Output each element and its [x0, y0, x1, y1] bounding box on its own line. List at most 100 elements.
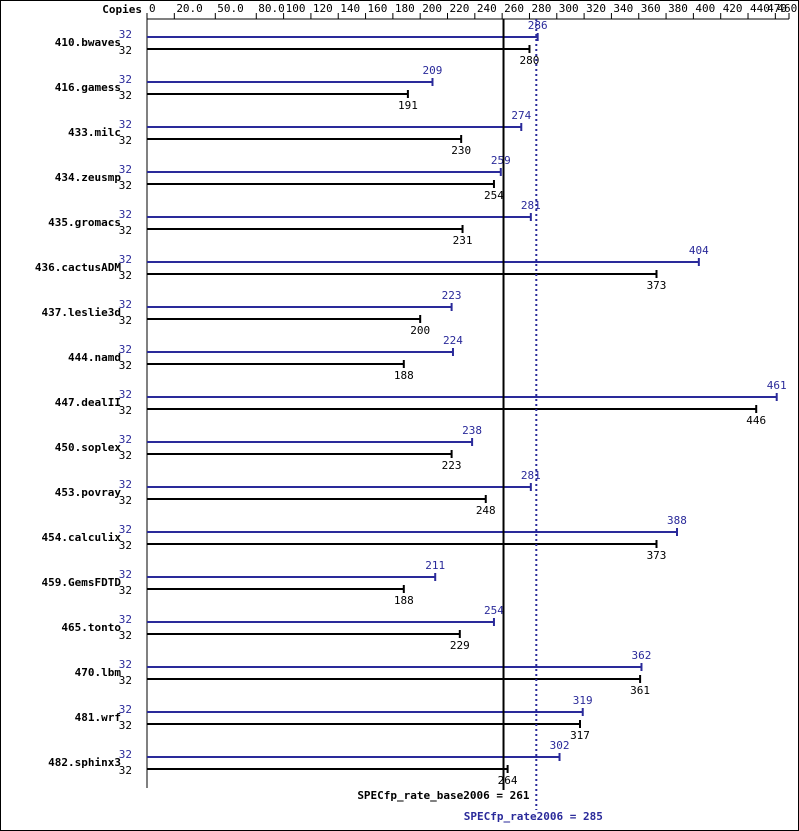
copies-label: 32: [119, 388, 132, 401]
value-label: 302: [550, 739, 570, 752]
reference-label: SPECfp_rate_base2006 = 261: [357, 789, 530, 802]
x-tick-label: 200: [422, 2, 442, 15]
category-label: 416.gamess: [55, 81, 121, 94]
value-label: 274: [511, 109, 531, 122]
copies-label: 32: [119, 179, 132, 192]
category-label: 444.namd: [68, 351, 121, 364]
copies-label: 32: [119, 343, 132, 356]
category-label: 447.dealII: [55, 396, 121, 409]
value-label: 188: [394, 594, 414, 607]
copies-label: 32: [119, 629, 132, 642]
copies-label: 32: [119, 269, 132, 282]
x-tick-label: 180: [395, 2, 415, 15]
value-label: 281: [521, 469, 541, 482]
x-tick-label: 380: [668, 2, 688, 15]
copies-label: 32: [119, 478, 132, 491]
x-tick-label: 220: [450, 2, 470, 15]
value-label: 223: [442, 459, 462, 472]
value-label: 362: [632, 649, 652, 662]
value-label: 211: [425, 559, 445, 572]
copies-label: 32: [119, 433, 132, 446]
category-label: 410.bwaves: [55, 36, 121, 49]
value-label: 319: [573, 694, 593, 707]
value-label: 286: [528, 19, 548, 32]
x-tick-label: 360: [641, 2, 661, 15]
x-tick-label: 50.0: [217, 2, 244, 15]
x-tick-label: 420: [723, 2, 743, 15]
copies-label: 32: [119, 674, 132, 687]
value-label: 446: [746, 414, 766, 427]
value-label: 388: [667, 514, 687, 527]
copies-label: 32: [119, 613, 132, 626]
category-label: 435.gromacs: [48, 216, 121, 229]
x-tick-label: 120: [313, 2, 333, 15]
category-label: 459.GemsFDTD: [42, 576, 122, 589]
x-tick-label: 20.0: [176, 2, 203, 15]
value-label: 209: [423, 64, 443, 77]
x-tick-label: 470: [767, 2, 787, 15]
copies-label: 32: [119, 449, 132, 462]
copies-label: 32: [119, 584, 132, 597]
x-tick-label: 400: [695, 2, 715, 15]
category-label: 454.calculix: [42, 531, 122, 544]
value-label: 188: [394, 369, 414, 382]
category-label: 433.milc: [68, 126, 121, 139]
x-tick-label: 260: [504, 2, 524, 15]
copies-label: 32: [119, 89, 132, 102]
category-label: 470.lbm: [75, 666, 122, 679]
copies-label: 32: [119, 208, 132, 221]
copies-label: 32: [119, 118, 132, 131]
value-label: 229: [450, 639, 470, 652]
copies-label: 32: [119, 404, 132, 417]
copies-label: 32: [119, 224, 132, 237]
copies-label: 32: [119, 134, 132, 147]
category-label: 450.soplex: [55, 441, 122, 454]
value-label: 373: [647, 549, 667, 562]
value-label: 231: [453, 234, 473, 247]
category-label: 481.wrf: [75, 711, 121, 724]
reference-label: SPECfp_rate2006 = 285: [464, 810, 603, 823]
x-tick-label: 340: [613, 2, 633, 15]
copies-label: 32: [119, 298, 132, 311]
copies-label: 32: [119, 163, 132, 176]
value-label: 280: [520, 54, 540, 67]
copies-label: 32: [119, 494, 132, 507]
value-label: 191: [398, 99, 418, 112]
x-tick-label: 240: [477, 2, 497, 15]
value-label: 281: [521, 199, 541, 212]
value-label: 254: [484, 604, 504, 617]
value-label: 238: [462, 424, 482, 437]
value-label: 461: [767, 379, 787, 392]
copies-label: 32: [119, 314, 132, 327]
value-label: 361: [630, 684, 650, 697]
x-tick-label: 0: [149, 2, 156, 15]
value-label: 224: [443, 334, 463, 347]
value-label: 259: [491, 154, 511, 167]
copies-label: 32: [119, 568, 132, 581]
copies-label: 32: [119, 523, 132, 536]
x-tick-label: 80.0: [258, 2, 285, 15]
value-label: 223: [442, 289, 462, 302]
category-label: 482.sphinx3: [48, 756, 121, 769]
value-label: 317: [570, 729, 590, 742]
value-label: 373: [647, 279, 667, 292]
value-label: 264: [498, 774, 518, 787]
value-label: 230: [451, 144, 471, 157]
copies-label: 32: [119, 359, 132, 372]
x-tick-label: 160: [368, 2, 388, 15]
copies-label: 32: [119, 748, 132, 761]
x-tick-label: 440: [750, 2, 770, 15]
copies-label: 32: [119, 44, 132, 57]
copies-label: 32: [119, 28, 132, 41]
x-tick-label: 280: [531, 2, 551, 15]
x-tick-label: 140: [340, 2, 360, 15]
category-label: 453.povray: [55, 486, 122, 499]
copies-label: 32: [119, 539, 132, 552]
category-label: 465.tonto: [61, 621, 121, 634]
copies-label: 32: [119, 703, 132, 716]
x-tick-label: 460: [777, 2, 797, 15]
value-label: 200: [410, 324, 430, 337]
category-label: 436.cactusADM: [35, 261, 121, 274]
category-label: 437.leslie3d: [42, 306, 121, 319]
